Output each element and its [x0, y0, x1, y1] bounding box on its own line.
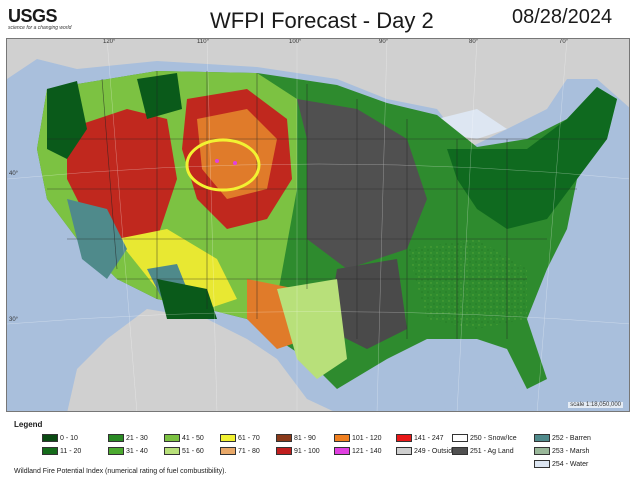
legend-swatch [534, 460, 550, 468]
gulf-area [407, 339, 527, 411]
state-borders [47, 71, 607, 339]
legend-label: 121 - 140 [352, 448, 382, 455]
legend-swatch [396, 434, 412, 442]
legend-swatch [396, 447, 412, 455]
longitude-label: 90° [379, 39, 389, 45]
hotspot-marker [215, 159, 219, 163]
ag-land-south [327, 259, 407, 349]
legend-swatch [164, 434, 180, 442]
legend-label: 11 - 20 [60, 448, 82, 455]
legend-label: 252 - Barren [552, 435, 591, 442]
usgs-logo-text: USGS [8, 6, 58, 26]
highlight-circle [185, 138, 261, 192]
legend-label: 81 - 90 [294, 435, 316, 442]
page-title: WFPI Forecast - Day 2 [210, 8, 434, 33]
legend-swatch [220, 447, 236, 455]
legend-label: 31 - 40 [126, 448, 148, 455]
legend-label: 249 - Outside US [414, 448, 468, 455]
legend-label: 254 - Water [552, 461, 589, 468]
southeast-mixed [407, 239, 527, 329]
legend-swatch [108, 434, 124, 442]
forecast-date: 08/28/2024 [512, 6, 613, 28]
legend-swatch [276, 434, 292, 442]
wfpi-map [7, 39, 629, 411]
legend-title: Legend [14, 420, 43, 429]
legend-label: 253 - Marsh [552, 448, 590, 455]
legend-label: 0 - 10 [60, 435, 78, 442]
graticule [7, 39, 629, 411]
texas-light-green [277, 279, 347, 379]
legend-label: 51 - 60 [182, 448, 204, 455]
legend-label: 141 - 247 [414, 435, 444, 442]
mogollon-forest [157, 279, 217, 319]
northern-rockies-forest [137, 73, 182, 119]
longitude-label: 70° [559, 39, 569, 45]
legend-swatch [42, 447, 58, 455]
longitude-label: 80° [469, 39, 479, 45]
mexico-region [67, 309, 333, 411]
legend-swatch [534, 447, 550, 455]
legend-swatch [164, 447, 180, 455]
header: USGS science for a changing world WFPI F… [0, 0, 640, 38]
legend-swatch [42, 434, 58, 442]
hotspot-marker [233, 161, 237, 165]
legend-label: 91 - 100 [294, 448, 320, 455]
longitude-label: 120° [103, 39, 116, 45]
legend-swatch [220, 434, 236, 442]
legend: Legend 0 - 10 11 - 20 21 - 30 31 - 40 41… [14, 420, 634, 496]
legend-label: 71 - 80 [238, 448, 260, 455]
legend-label: 21 - 30 [126, 435, 148, 442]
legend-swatch [334, 447, 350, 455]
latitude-label: 30° [9, 317, 19, 323]
legend-swatch [108, 447, 124, 455]
legend-label: 101 - 120 [352, 435, 382, 442]
usgs-logo: USGS science for a changing world [8, 6, 78, 32]
legend-footnote: Wildland Fire Potential Index (numerical… [14, 468, 227, 475]
longitude-label: 100° [289, 39, 302, 45]
longitude-label: 110° [197, 39, 209, 45]
usgs-logo-tagline: science for a changing world [8, 25, 72, 31]
map-panel: 120° 110° 100° 90° 80° 70° 40° 30° scale… [6, 38, 630, 412]
legend-label: 41 - 50 [182, 435, 204, 442]
legend-swatch [276, 447, 292, 455]
legend-label: 250 - Snow/Ice [470, 435, 517, 442]
legend-swatch [534, 434, 550, 442]
pacific-northwest-forest [47, 81, 87, 159]
legend-swatch [452, 447, 468, 455]
latitude-label: 40° [9, 171, 19, 177]
legend-label: 61 - 70 [238, 435, 260, 442]
ag-land-midwest [297, 99, 427, 269]
legend-label: 251 - Ag Land [470, 448, 514, 455]
eastern-forest [447, 87, 617, 229]
map-scale: scale 1:18,050,000 [568, 402, 623, 408]
legend-swatch [452, 434, 468, 442]
legend-swatch [334, 434, 350, 442]
